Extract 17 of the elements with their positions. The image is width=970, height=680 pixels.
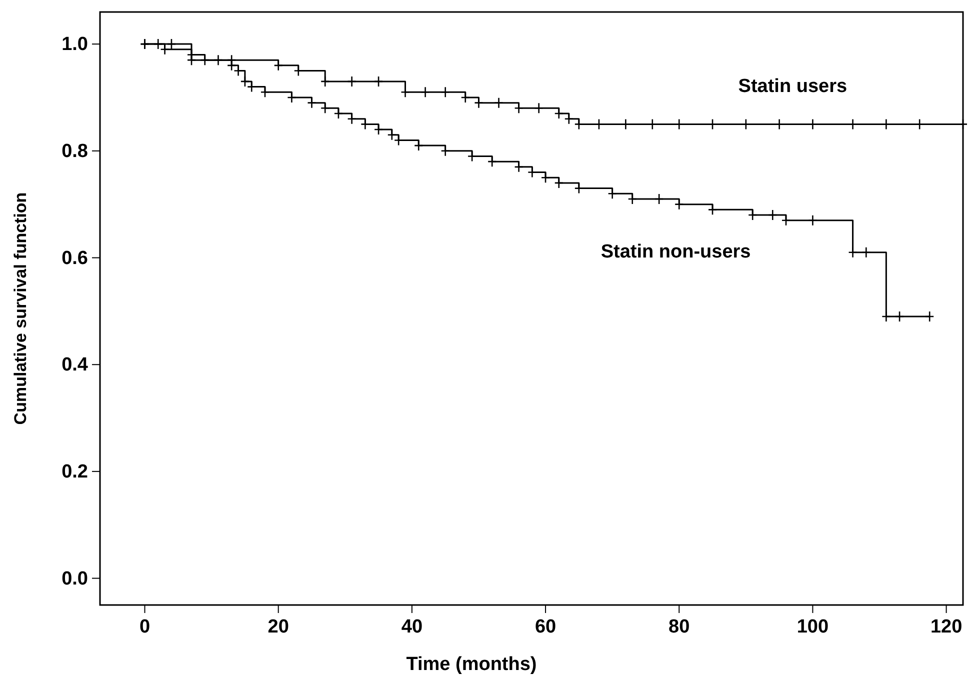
x-tick-label: 100 (796, 616, 829, 638)
x-tick-label: 80 (668, 616, 690, 638)
series-label: Statin non-users (600, 242, 751, 263)
x-tick-label: 20 (268, 616, 289, 638)
y-tick-label: 0.4 (62, 354, 88, 376)
x-axis-title: Time (months) (406, 654, 537, 675)
x-tick-label: 60 (534, 616, 556, 638)
y-tick-label: 0.2 (62, 462, 88, 483)
y-axis-title: Cumulative survival function (11, 192, 30, 425)
x-tick-label: 40 (401, 616, 423, 638)
y-tick-label: 0.0 (62, 568, 88, 590)
y-tick-label: 0.8 (62, 140, 88, 162)
series-label: Statin users (738, 76, 848, 98)
y-tick-label: 0.6 (62, 248, 88, 269)
x-tick-label: 120 (930, 616, 962, 638)
y-tick-label: 1.0 (62, 34, 88, 56)
x-tick-label: 0 (139, 616, 150, 638)
